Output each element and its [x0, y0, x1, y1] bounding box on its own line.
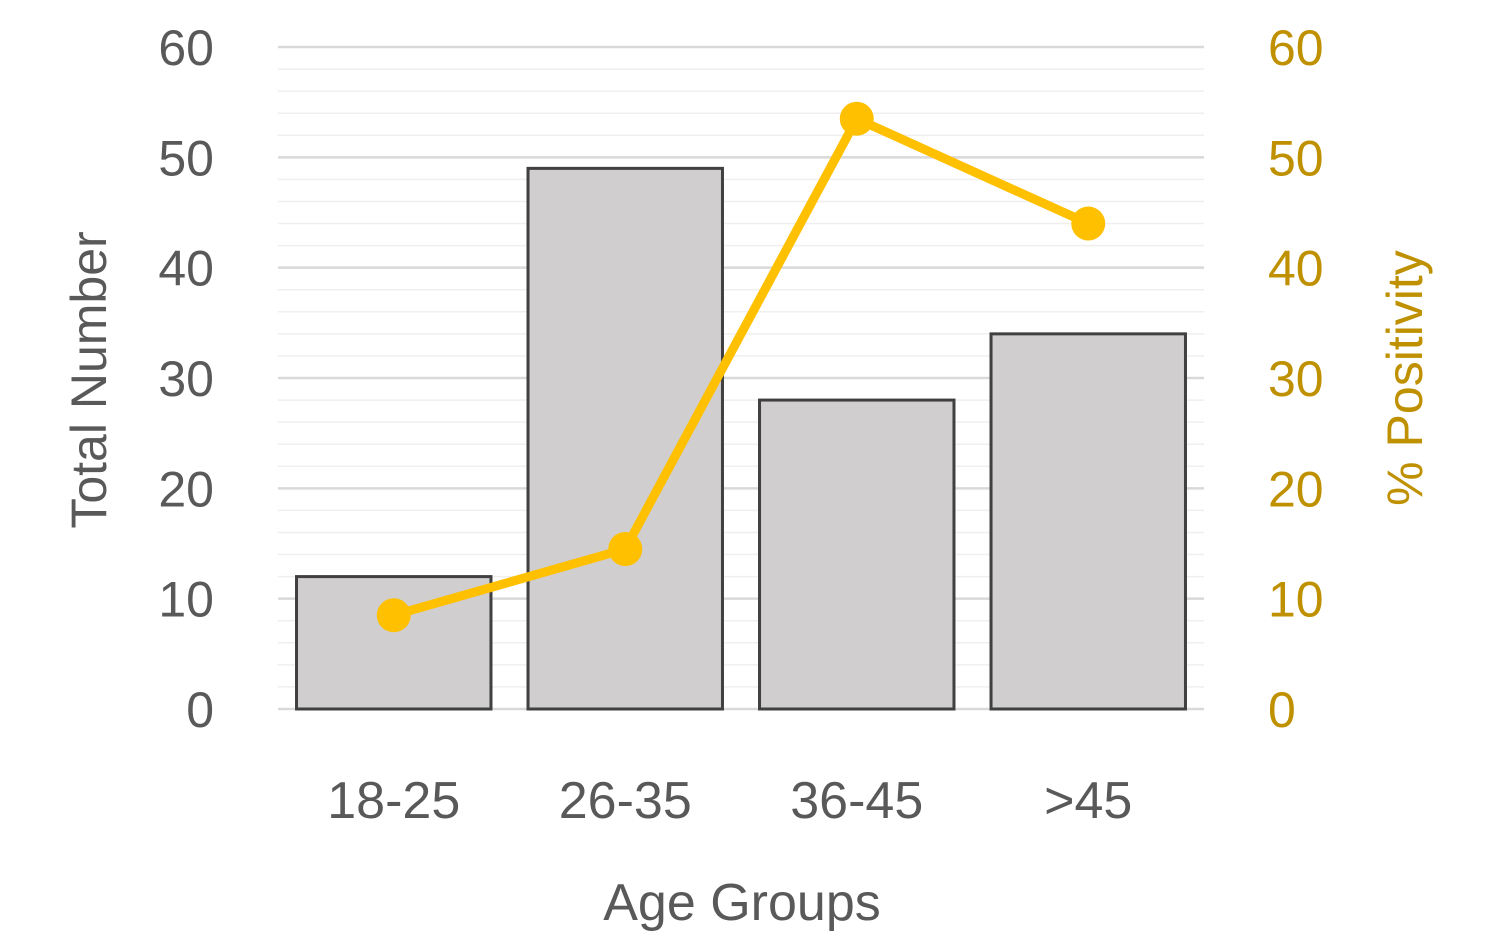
y-tick-label: 0 [186, 682, 214, 738]
line-path [389, 114, 1093, 620]
y2-tick-label: 0 [1268, 682, 1296, 738]
left-axis-ticks: 0 10 20 30 40 50 60 [158, 20, 214, 738]
bar-26-35 [526, 166, 724, 711]
line-point-26-35 [608, 532, 643, 567]
right-axis-ticks: 0 10 20 30 40 50 60 [1268, 20, 1324, 738]
y-tick-label: 20 [158, 461, 214, 517]
y2-tick-label: 60 [1268, 20, 1324, 76]
y2-tick-label: 30 [1268, 351, 1324, 407]
y2-tick-label: 20 [1268, 461, 1324, 517]
x-tick-label: 26-35 [559, 772, 692, 830]
y-tick-label: 30 [158, 351, 214, 407]
x-axis-ticks: 18-25 26-35 36-45 >45 [327, 772, 1132, 830]
x-tick-label: 18-25 [327, 772, 460, 830]
bar-36-45 [758, 398, 956, 711]
x-tick-label: 36-45 [790, 772, 923, 830]
line-point-36-45 [839, 101, 874, 136]
y2-tick-label: 10 [1268, 572, 1324, 628]
x-axis-title: Age Groups [603, 874, 881, 932]
y-tick-label: 40 [158, 241, 214, 297]
y2-tick-label: 40 [1268, 241, 1324, 297]
y-tick-label: 10 [158, 572, 214, 628]
line-point-18-25 [376, 598, 411, 633]
x-tick-label: >45 [1044, 772, 1132, 830]
line-series [376, 101, 1106, 633]
bar-series [295, 166, 1187, 711]
y-axis-title: Total Number [61, 231, 117, 528]
bar->45 [989, 332, 1187, 711]
line-point->45 [1071, 206, 1106, 241]
y-tick-label: 60 [158, 20, 214, 76]
y2-axis-title: % Positivity [1377, 250, 1433, 506]
y2-tick-label: 50 [1268, 130, 1324, 186]
y-tick-label: 50 [158, 130, 214, 186]
